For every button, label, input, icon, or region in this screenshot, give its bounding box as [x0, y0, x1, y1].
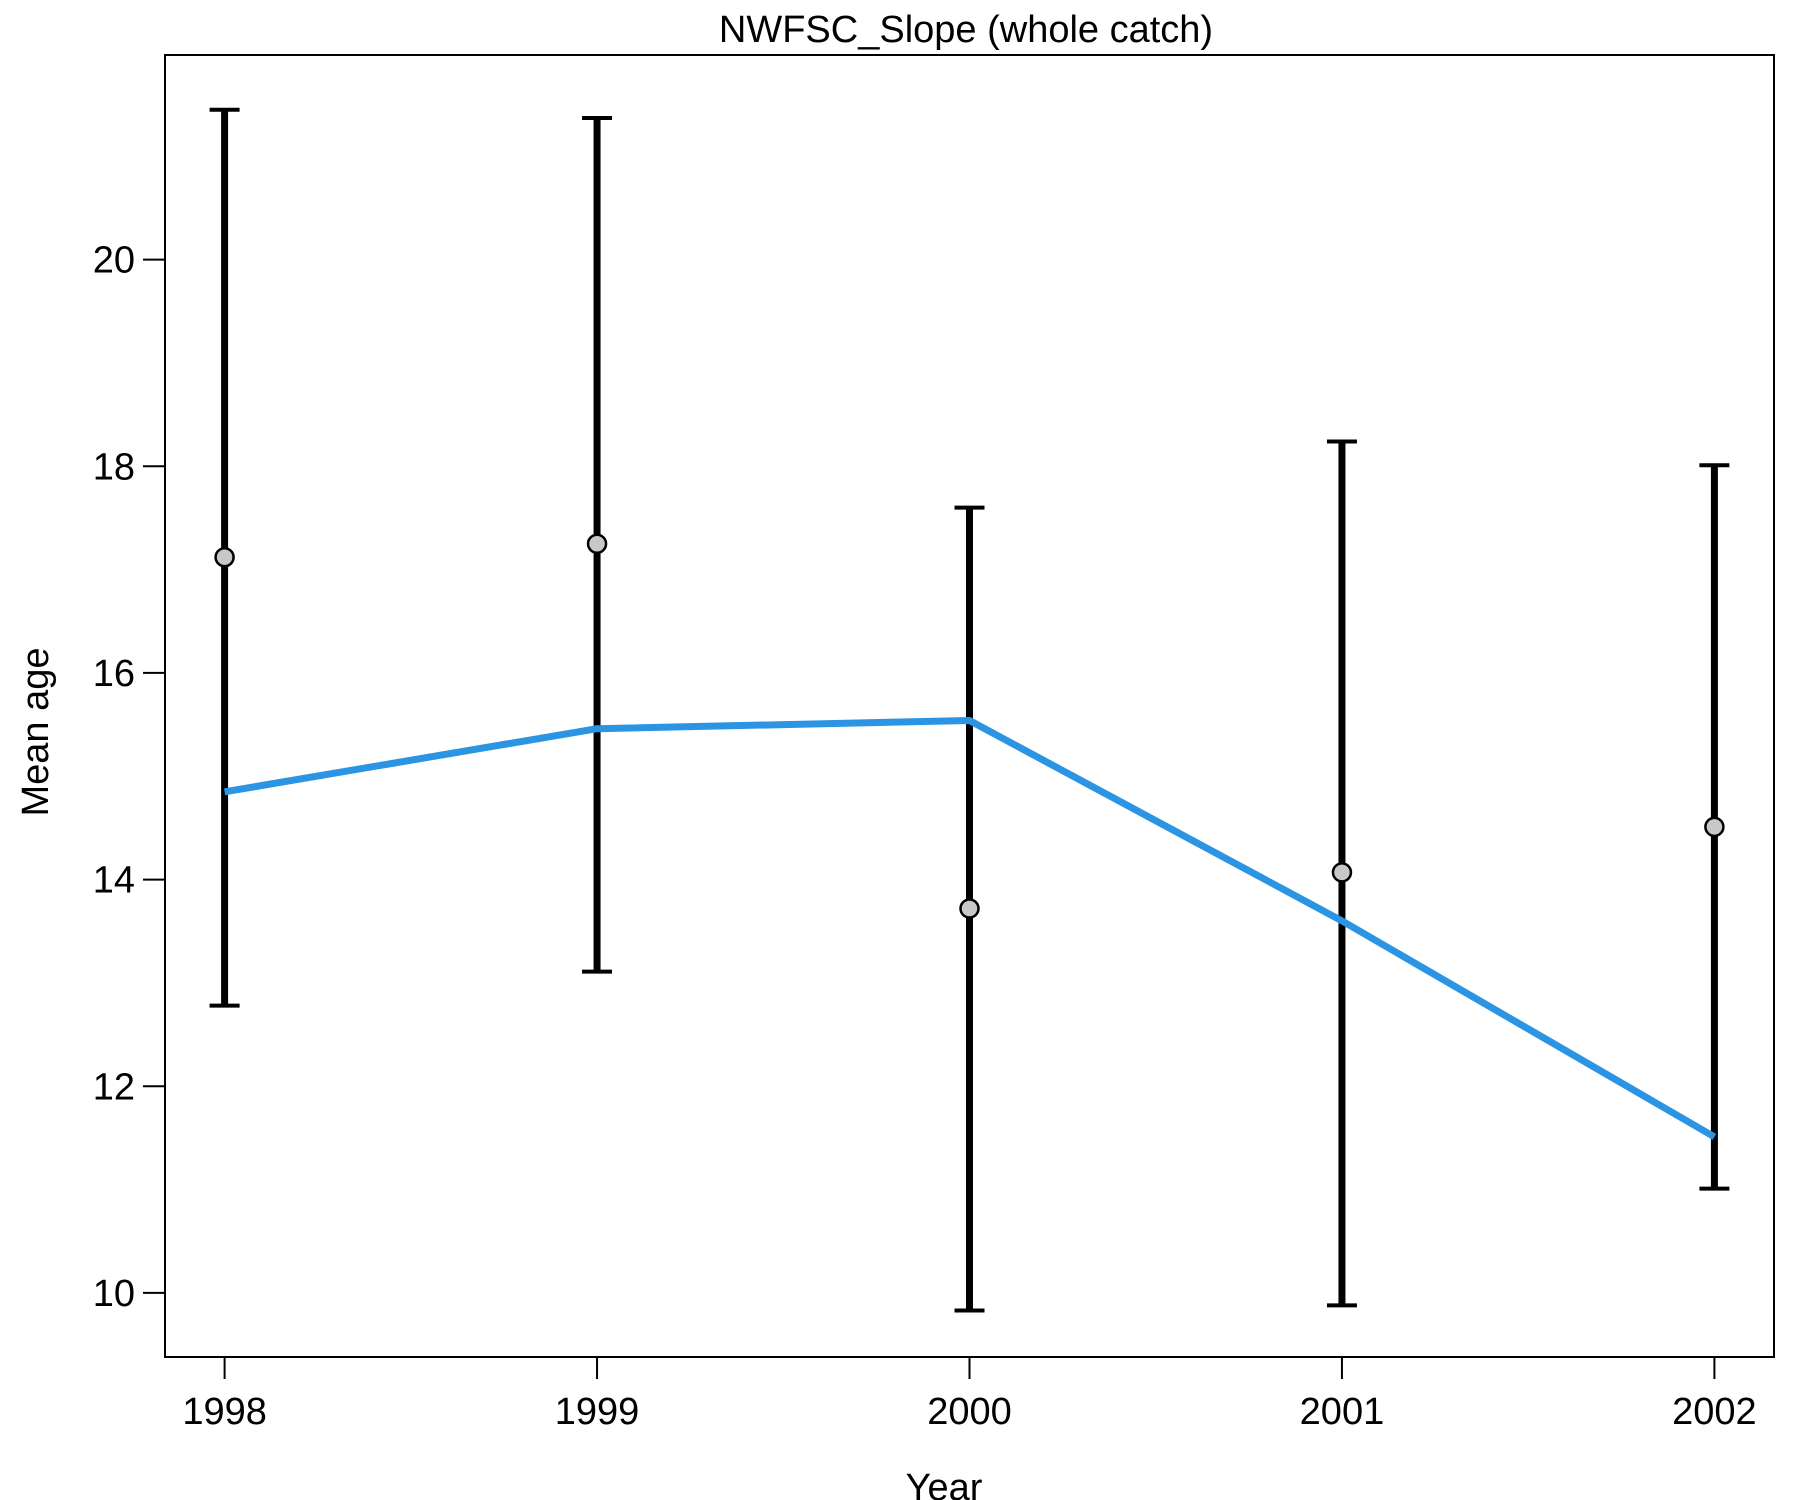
y-tick-label: 10: [93, 1273, 135, 1315]
observed-point: [586, 533, 608, 555]
x-tick-label: 2002: [1672, 1391, 1757, 1433]
x-tick-label: 1998: [182, 1391, 267, 1433]
x-tick-label: 2000: [927, 1391, 1012, 1433]
y-tick-label: 16: [93, 653, 135, 695]
x-axis-title: Year: [906, 1467, 983, 1500]
y-axis: 10 12 14 16 18 20: [93, 240, 166, 1315]
observed-point: [1704, 816, 1725, 838]
y-tick-label: 20: [93, 240, 135, 282]
chart-title: NWFSC_Slope (whole catch): [719, 9, 1213, 51]
y-tick-label: 18: [93, 446, 135, 488]
observed-point: [1331, 862, 1353, 883]
x-tick-label: 1999: [555, 1391, 640, 1433]
y-axis-title: Mean age: [15, 647, 57, 816]
x-tick-label: 2001: [1300, 1391, 1385, 1433]
observed-point: [959, 898, 980, 919]
y-tick-label: 12: [93, 1066, 135, 1108]
y-tick-label: 14: [93, 860, 135, 902]
error-bars: [209, 107, 1730, 1313]
x-axis: 1998 1999 2000 2001 2002: [182, 1356, 1757, 1433]
observed-points: [214, 533, 1725, 919]
expected-line-layer: [224, 717, 1717, 1140]
expected-line: [224, 717, 1717, 1140]
observed-point: [214, 546, 235, 568]
